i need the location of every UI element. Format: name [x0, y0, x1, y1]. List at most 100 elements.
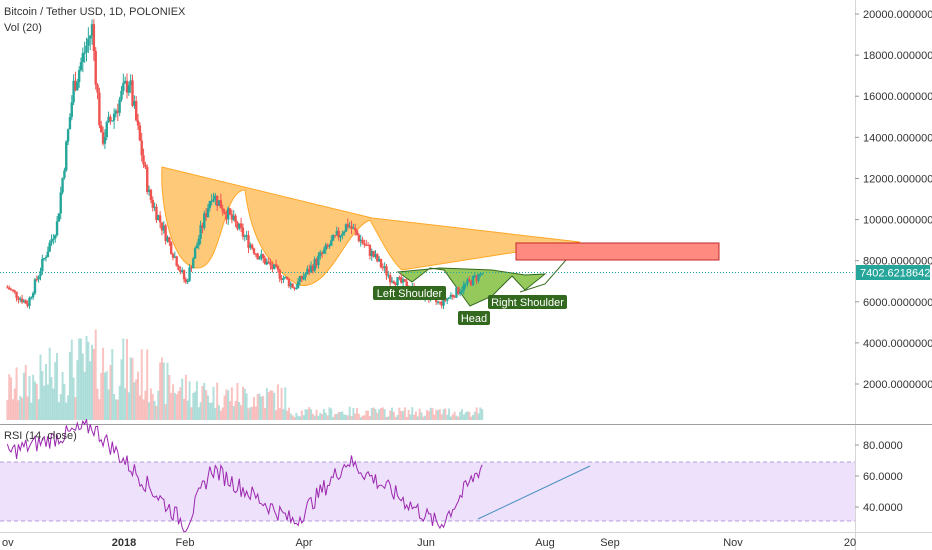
candle-body: [179, 269, 182, 273]
volume-bar: [376, 412, 379, 420]
rsi-label: RSI (14, close): [4, 430, 77, 442]
right-shoulder-label-bg: [488, 295, 567, 309]
candle-body: [267, 261, 270, 263]
candle-body: [8, 287, 11, 290]
candle-body: [140, 140, 143, 156]
volume-bar: [332, 417, 335, 420]
candle-body: [112, 113, 116, 121]
price-tick-label: 20000.00000000: [863, 9, 932, 21]
candle-body: [291, 283, 294, 288]
volume-bar: [96, 388, 99, 420]
volume-bar: [251, 406, 254, 420]
volume-bar: [398, 407, 401, 420]
volume-bar: [470, 416, 473, 420]
volume-bar: [118, 385, 121, 420]
candle-body: [155, 206, 158, 221]
volume-bar: [124, 388, 127, 420]
volume-bar: [252, 396, 255, 420]
volume-bar: [304, 409, 307, 420]
volume-bar: [232, 406, 235, 420]
candle-body: [379, 258, 383, 268]
volume-bar: [201, 385, 204, 420]
candle-body: [83, 52, 86, 54]
volume-bar: [451, 414, 454, 420]
volume-bar: [146, 349, 149, 420]
volume-bar: [56, 353, 59, 420]
price-tick-label: 8000.00000000: [863, 256, 932, 268]
candle-body: [477, 273, 480, 281]
volume-bar: [256, 393, 259, 420]
time-tick-label: Aug: [535, 537, 555, 549]
candle-body: [401, 279, 405, 283]
volume-bar: [144, 390, 147, 420]
candle-body: [254, 253, 258, 255]
candle-body: [396, 277, 399, 286]
candle-body: [304, 274, 307, 278]
rsi-tick-label: 80.0000: [863, 440, 903, 452]
head-label-bg: [458, 311, 490, 325]
candle-body: [457, 287, 460, 295]
candle-body: [238, 223, 241, 229]
volume-bar: [300, 410, 303, 420]
candle-body: [214, 195, 217, 200]
candle-body: [197, 238, 200, 246]
volume-bar: [448, 408, 451, 420]
candle-body: [278, 269, 281, 279]
candle-body: [181, 270, 184, 273]
candle-body: [249, 244, 252, 248]
volume-bar: [249, 407, 252, 420]
volume-bar: [420, 412, 423, 420]
volume-bar: [70, 339, 73, 420]
volume-bar: [57, 402, 60, 420]
volume-bar: [333, 414, 336, 420]
candle-body: [70, 102, 73, 118]
volume-bar: [175, 394, 178, 420]
volume-bar: [227, 390, 230, 420]
volume-bar: [391, 407, 394, 420]
rsi-tick-label: 60.0000: [863, 471, 903, 483]
candle-body: [199, 225, 202, 239]
volume-bar: [438, 409, 441, 420]
candle-body: [462, 284, 466, 291]
candle-body: [48, 242, 51, 252]
candle-body: [160, 222, 164, 231]
volume-bar: [311, 413, 314, 420]
volume-bar: [416, 416, 419, 420]
volume-bar: [418, 408, 421, 420]
candle-body: [315, 259, 318, 266]
last-price-badge-bg: [856, 265, 930, 280]
volume-bar: [65, 402, 68, 420]
candle-body: [392, 281, 396, 284]
volume-bars: [6, 329, 484, 420]
volume-bar: [197, 407, 200, 420]
candle-body: [24, 300, 27, 304]
candle-body: [44, 257, 48, 259]
volume-bar: [225, 389, 228, 420]
time-axis: ov 2018 Feb Apr Jun Aug Sep Nov 20: [2, 537, 856, 549]
candle-body: [74, 80, 77, 91]
candle-body: [464, 283, 467, 285]
volume-bar: [280, 387, 283, 420]
volume-bar: [43, 385, 46, 420]
candle-body: [61, 177, 64, 193]
candle-body: [138, 125, 142, 141]
price-tick-label: 10000.00000000: [863, 215, 932, 227]
candle-body: [85, 45, 88, 53]
candle-body: [285, 276, 289, 280]
candle-body: [466, 279, 469, 284]
candle-body: [164, 225, 167, 242]
candle-body: [276, 266, 280, 270]
volume-bar: [48, 347, 51, 420]
candle-body: [193, 248, 197, 259]
volume-bar: [354, 413, 357, 420]
volume-bar: [352, 407, 355, 420]
volume-bar: [135, 379, 138, 420]
volume-bar: [142, 399, 145, 420]
volume-bar: [33, 381, 36, 420]
candle-body: [94, 50, 97, 85]
candle-body: [436, 301, 440, 303]
candle-body: [184, 279, 188, 283]
time-tick-label: 20: [844, 537, 856, 549]
volume-bar: [109, 365, 112, 420]
